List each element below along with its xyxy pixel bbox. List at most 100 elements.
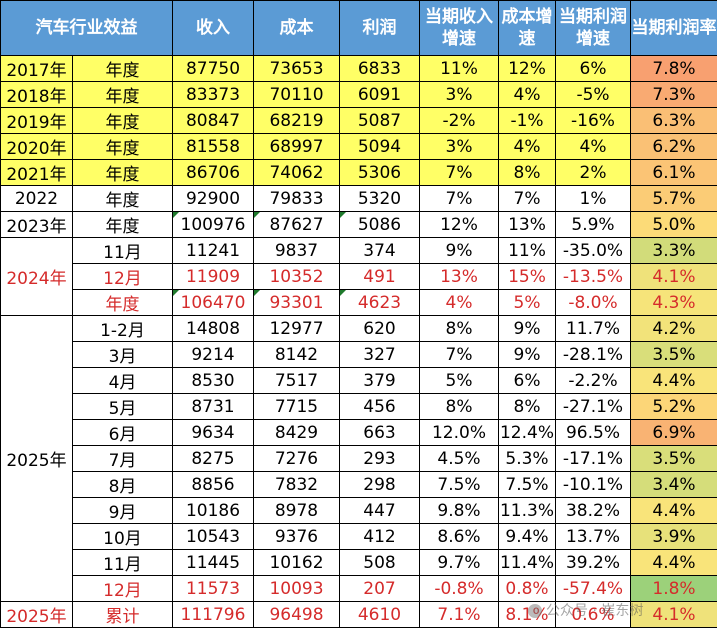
period-cell: 年度 (72, 133, 173, 160)
cost_g-cell: 0.8% (498, 575, 556, 602)
profit-cell: 327 (339, 341, 420, 368)
margin-cell: 3.3% (630, 237, 717, 264)
rev-cell: 8856 (172, 471, 254, 498)
profit_g-cell: 96.5% (555, 419, 631, 446)
cost-cell: 70110 (253, 81, 340, 108)
period-cell: 10月 (72, 523, 173, 550)
period-cell: 5月 (72, 393, 173, 420)
cost-cell: 73653 (253, 55, 340, 82)
period-cell: 12月 (72, 575, 173, 602)
rev-cell: 87750 (172, 55, 254, 82)
cost-cell: 68997 (253, 133, 340, 160)
table-row: 5月 8731 7715 456 8% 8% -27.1% 5.2% (1, 393, 717, 420)
cost-cell: 9376 (253, 523, 340, 550)
profit-cell: 4610 (339, 601, 420, 628)
rev-cell: 14808 (172, 315, 254, 342)
rev_g-cell: 7% (419, 159, 499, 186)
cost_g-cell: 9.4% (498, 523, 556, 550)
rev-cell: 9634 (172, 419, 254, 446)
rev-cell: 83373 (172, 81, 254, 108)
margin-cell: 5.7% (630, 185, 717, 212)
table-row: 2017年 年度 87750 73653 6833 11% 12% 6% 7.8% (0, 55, 717, 82)
rev-cell: 106470 (172, 289, 254, 316)
profit-cell: 6091 (339, 81, 420, 108)
cost-cell: 79833 (253, 185, 340, 212)
cost_g-cell: 11% (498, 237, 556, 264)
cost_g-cell: 11.3% (498, 497, 556, 524)
margin-cell: 7.8% (630, 55, 717, 82)
table-row: 9月 10186 8978 447 9.8% 11.3% 38.2% 4.4% (1, 497, 717, 524)
profit-cell: 207 (339, 575, 420, 602)
year-cell: 2020年 (0, 133, 73, 160)
rev-cell: 8530 (172, 367, 254, 394)
profit_g-cell: 0.6% (555, 601, 631, 628)
profit-cell: 491 (339, 263, 420, 290)
period-cell: 年度 (72, 211, 173, 238)
group-2025: 2025年 (0, 315, 73, 602)
profit_g-cell: 4% (555, 133, 631, 160)
cost_g-cell: 8% (498, 159, 556, 186)
profit_g-cell: 11.7% (555, 315, 631, 342)
period-cell: 7月 (72, 445, 173, 472)
profit-cell: 4623 (339, 289, 420, 316)
header-industry: 汽车行业效益 (0, 0, 173, 56)
period-cell: 6月 (72, 419, 173, 446)
cost_g-cell: 6% (498, 367, 556, 394)
rev_g-cell: 8% (419, 393, 499, 420)
period-cell: 年度 (72, 185, 173, 212)
cost_g-cell: 12% (498, 55, 556, 82)
period-cell: 年度 (72, 289, 173, 316)
profit-cell: 379 (339, 367, 420, 394)
table-row: 11月 11445 10162 508 9.7% 11.4% 39.2% 4.4% (1, 549, 717, 576)
cost-cell: 7517 (253, 367, 340, 394)
rev_g-cell: 12.0% (419, 419, 499, 446)
cost-cell: 12977 (253, 315, 340, 342)
table-row: 2022 年度 92900 79833 5320 7% 7% 1% 5.7% (0, 185, 717, 212)
table-row: 2025年 累计 111796 96498 4610 7.1% 8.1% 0.6% 4.1% (0, 601, 717, 628)
rev_g-cell: 11% (419, 55, 499, 82)
rev_g-cell: 7% (419, 341, 499, 368)
rev_g-cell: 8% (419, 315, 499, 342)
period-cell: 年度 (72, 107, 173, 134)
profit-cell: 5086 (339, 211, 420, 238)
table-row: 3月 9214 8142 327 7% 9% -28.1% 3.5% (1, 341, 717, 368)
cost-cell: 9837 (253, 237, 340, 264)
rev_g-cell: 5% (419, 367, 499, 394)
rev-cell: 81558 (172, 133, 254, 160)
profit-cell: 412 (339, 523, 420, 550)
profit-cell: 5306 (339, 159, 420, 186)
cost_g-cell: 5.3% (498, 445, 556, 472)
cost-cell: 74062 (253, 159, 340, 186)
rev_g-cell: 9% (419, 237, 499, 264)
rev_g-cell: 13% (419, 263, 499, 290)
profit_g-cell: -5% (555, 81, 631, 108)
profit_g-cell: 2% (555, 159, 631, 186)
profit_g-cell: 38.2% (555, 497, 631, 524)
header-profit-growth: 当期利润增速 (555, 0, 631, 56)
rev-cell: 9214 (172, 341, 254, 368)
period-cell: 4月 (72, 367, 173, 394)
table-row: 6月 9634 8429 663 12.0% 12.4% 96.5% 6.9% (1, 419, 717, 446)
cost_g-cell: -1% (498, 107, 556, 134)
profit_g-cell: 39.2% (555, 549, 631, 576)
cost-cell: 7715 (253, 393, 340, 420)
period-cell: 8月 (72, 471, 173, 498)
cost-cell: 7276 (253, 445, 340, 472)
profit_g-cell: 13.7% (555, 523, 631, 550)
period-cell: 9月 (72, 497, 173, 524)
rev-cell: 92900 (172, 185, 254, 212)
cost_g-cell: 8% (498, 393, 556, 420)
year-cell: 2021年 (0, 159, 73, 186)
margin-cell: 5.2% (630, 393, 717, 420)
cost-cell: 10162 (253, 549, 340, 576)
profit-cell: 5320 (339, 185, 420, 212)
rev-cell: 10543 (172, 523, 254, 550)
rev-cell: 8731 (172, 393, 254, 420)
margin-cell: 6.2% (630, 133, 717, 160)
table-row: 10月 10543 9376 412 8.6% 9.4% 13.7% 3.9% (1, 523, 717, 550)
table-row: 7月 8275 7276 293 4.5% 5.3% -17.1% 3.5% (1, 445, 717, 472)
cost_g-cell: 4% (498, 133, 556, 160)
year-cell: 2018年 (0, 81, 73, 108)
rev_g-cell: -2% (419, 107, 499, 134)
